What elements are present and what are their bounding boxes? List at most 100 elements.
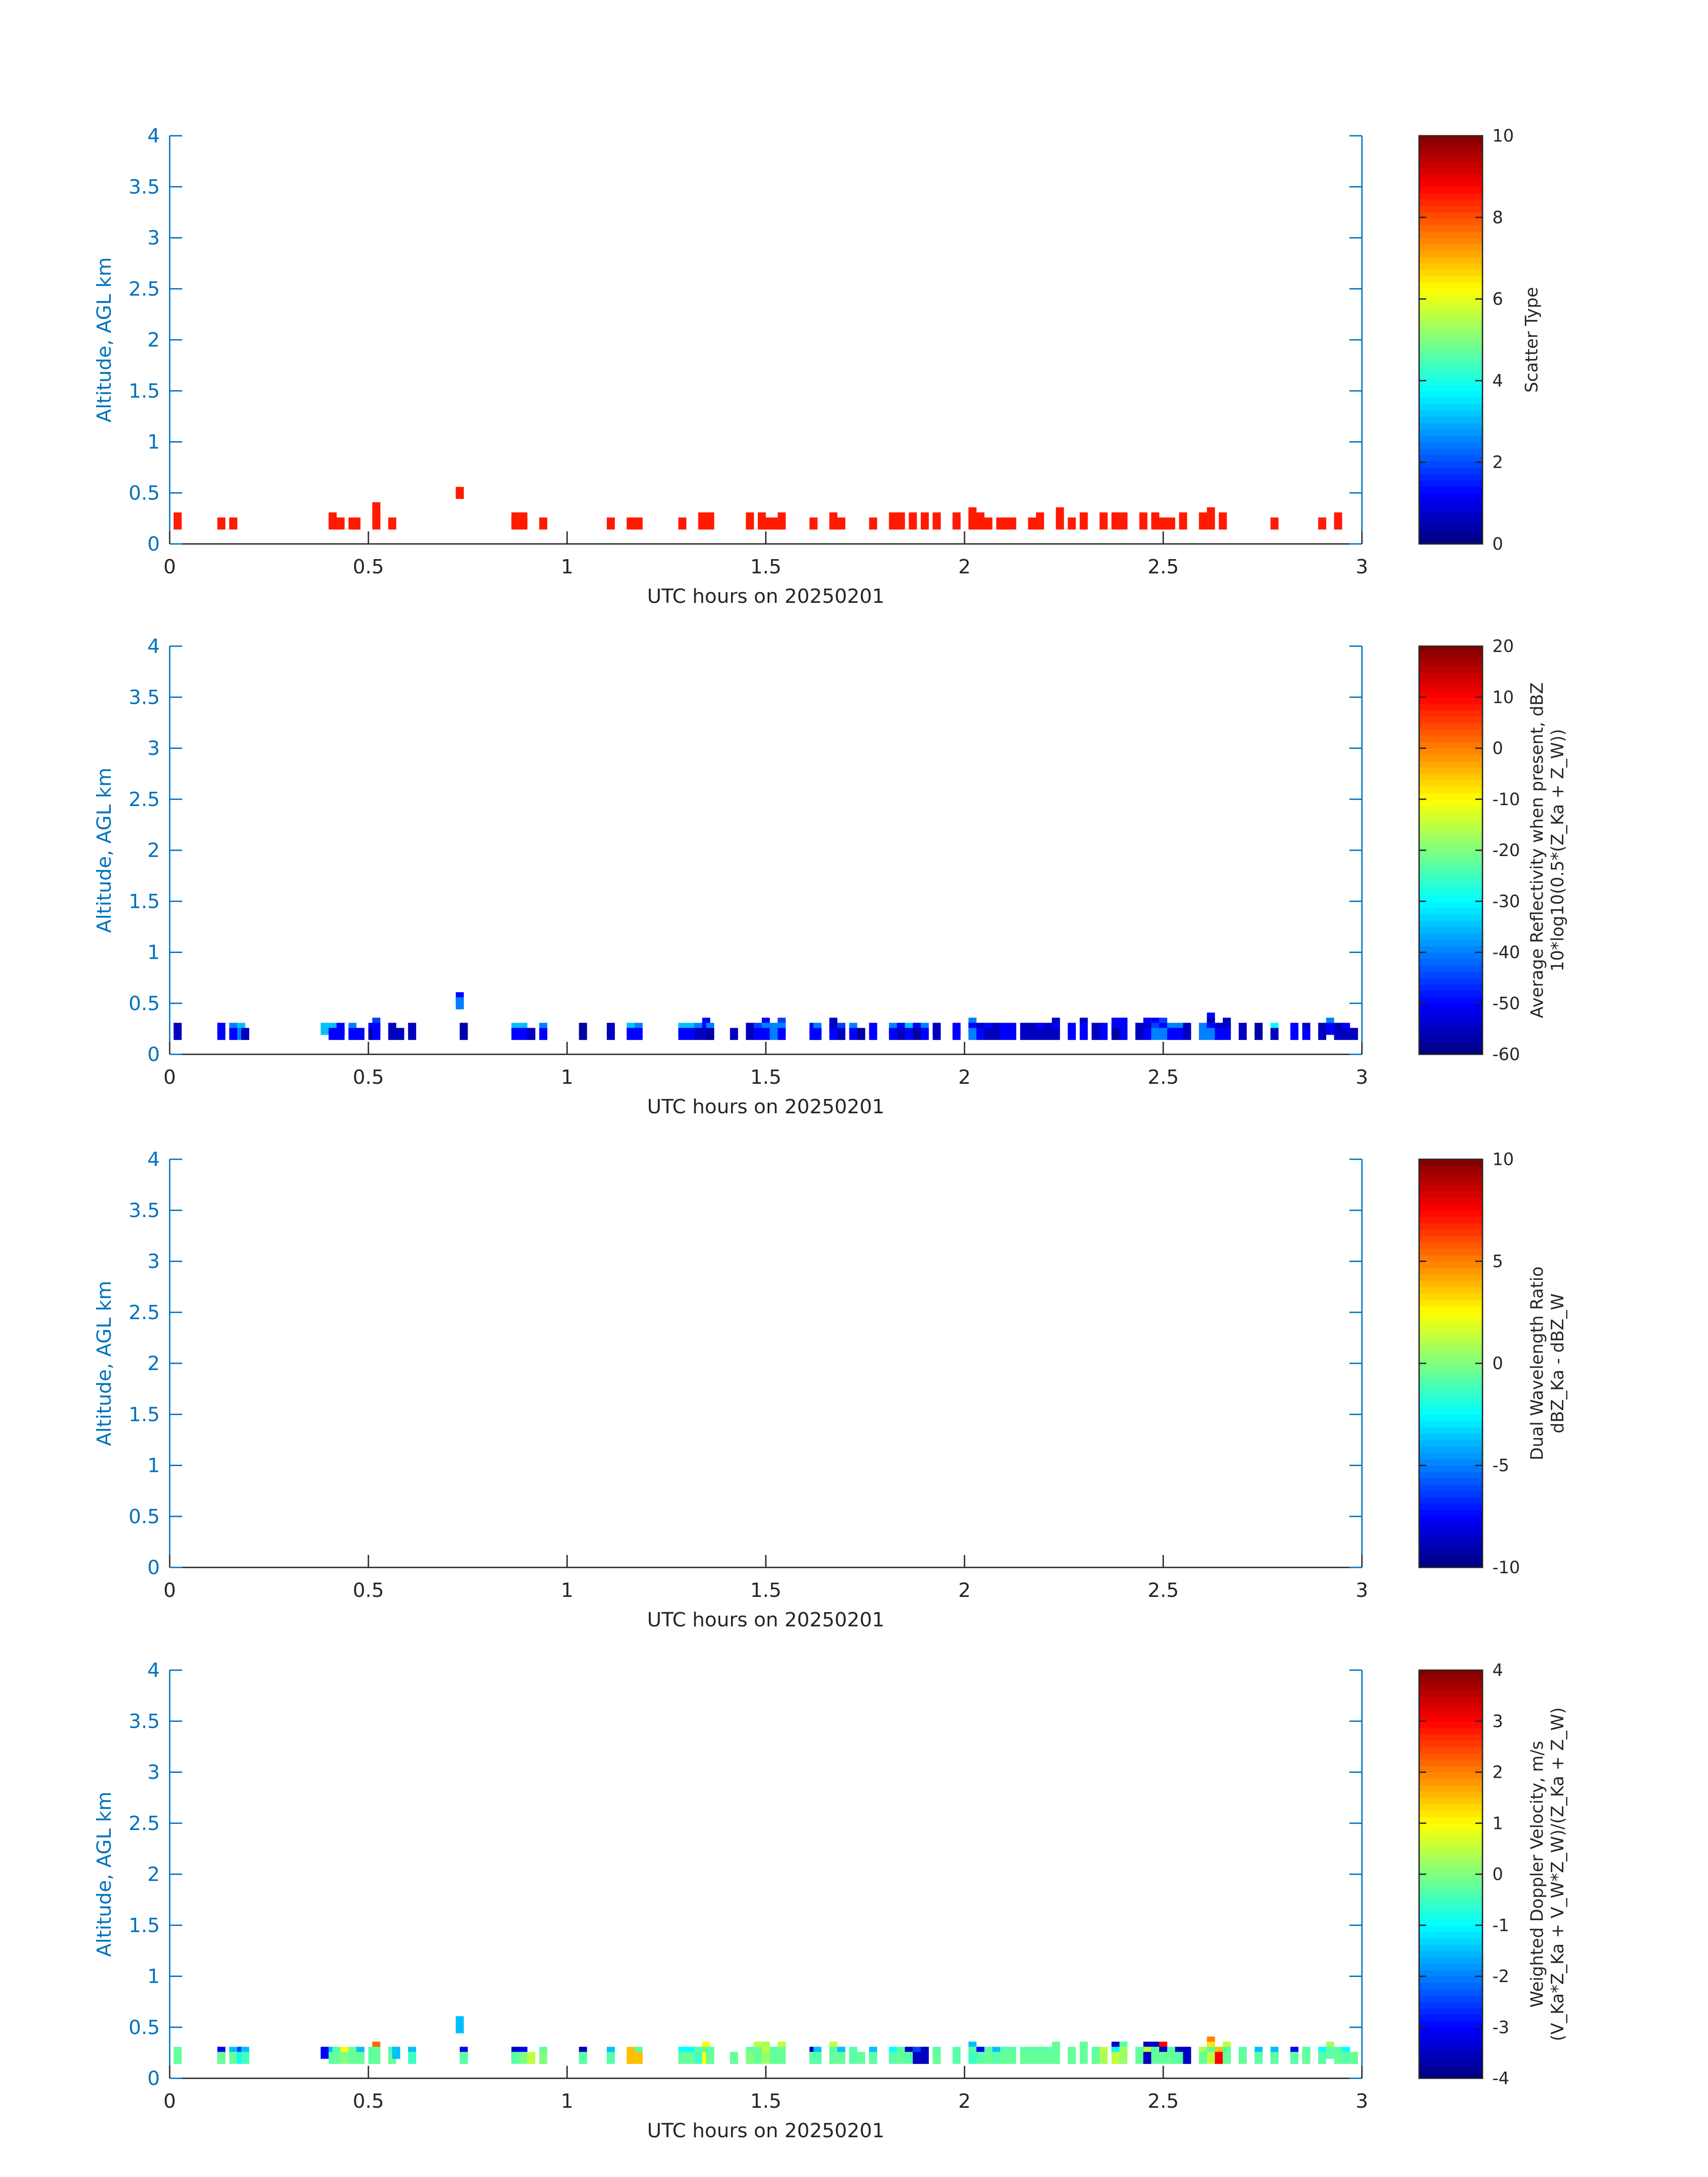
data-cell	[1008, 2052, 1016, 2064]
colorbar-step	[1419, 1497, 1482, 1504]
colorbar-step	[1419, 359, 1482, 366]
data-cell	[1080, 2052, 1088, 2064]
colorbar-step	[1419, 1248, 1482, 1255]
data-cell	[511, 517, 520, 530]
data-cell	[1239, 2052, 1247, 2064]
data-cell	[976, 517, 985, 530]
data-cell	[539, 1028, 547, 1040]
colorbar-step	[1419, 346, 1482, 353]
x-tick-label: 0.5	[353, 1579, 384, 1602]
data-cell	[730, 1028, 738, 1040]
data-cell	[356, 1028, 365, 1040]
y-tick-label: 1	[147, 1965, 160, 1988]
colorbar-step	[1419, 748, 1482, 755]
colorbar-step	[1419, 678, 1482, 685]
colorbar-step	[1419, 403, 1482, 410]
y-tick-label: 2.5	[129, 278, 160, 301]
colorbar-step	[1419, 1433, 1482, 1440]
colorbar-step	[1419, 1785, 1482, 1792]
data-cell	[1318, 1028, 1326, 1040]
data-cell	[332, 2052, 341, 2064]
data-cell	[694, 1028, 702, 1040]
data-cell	[976, 2052, 985, 2064]
data-cell	[984, 517, 993, 530]
data-cell	[1326, 1023, 1334, 1035]
colorbar-step	[1419, 1255, 1482, 1262]
colorbar-step	[1419, 1548, 1482, 1555]
data-cell	[635, 1028, 643, 1040]
data-cell	[1151, 517, 1160, 530]
x-tick-label: 1	[561, 2090, 573, 2113]
x-tick-label: 2.5	[1148, 2090, 1179, 2113]
panel-4: 0 0.5 1 1.5 2 2.5 3 3.5 4 0 0.5 1 1.5 2 2.5 3 UTC hours …	[93, 1659, 1567, 2142]
data-cell	[869, 1028, 877, 1040]
x-tick-label: 1.5	[750, 2090, 781, 2113]
data-cell	[372, 2052, 380, 2064]
colorbar-tick-label: 8	[1492, 208, 1503, 227]
colorbar-step	[1419, 1791, 1482, 1798]
data-cell	[241, 2052, 250, 2064]
data-cell	[1143, 2052, 1152, 2064]
colorbar-step	[1419, 1041, 1482, 1049]
data-cell	[1099, 1028, 1108, 1040]
x-tick-label: 1	[561, 1066, 573, 1089]
data-cell	[579, 2052, 587, 2064]
y-tick-label: 0	[147, 2067, 160, 2090]
colorbar-step	[1419, 480, 1482, 487]
colorbar-step	[1419, 1319, 1482, 1325]
data-cell	[328, 517, 337, 530]
colorbar-step	[1419, 461, 1482, 468]
data-cell	[754, 2052, 762, 2064]
colorbar-step	[1419, 1331, 1482, 1338]
data-cell	[1215, 2052, 1223, 2064]
y-tick-label: 4	[147, 1659, 160, 1682]
y-tick-label: 0.5	[129, 1505, 160, 1528]
colorbar-step	[1419, 773, 1482, 781]
colorbar-step	[1419, 1887, 1482, 1894]
data-cell	[1207, 2052, 1215, 2064]
data-cell	[1302, 1028, 1311, 1040]
colorbar-step	[1419, 518, 1482, 525]
colorbar-tick-label: -5	[1492, 1456, 1509, 1475]
colorbar-step	[1419, 1203, 1482, 1211]
x-axis-label: UTC hours on 20250201	[647, 2119, 885, 2142]
colorbar-step	[1419, 2052, 1482, 2060]
data-cell	[408, 2052, 416, 2064]
colorbar-step	[1419, 1306, 1482, 1313]
data-cell	[1119, 1028, 1128, 1040]
colorbar-step	[1419, 442, 1482, 449]
data-cell	[1020, 1028, 1028, 1040]
colorbar-step	[1419, 1740, 1482, 1747]
y-tick-label: 0	[147, 1043, 160, 1066]
data-cell	[356, 2052, 365, 2064]
colorbar-step	[1419, 422, 1482, 430]
colorbar-step	[1419, 1529, 1482, 1536]
colorbar-step	[1419, 857, 1482, 864]
colorbar-step	[1419, 1804, 1482, 1811]
data-cell	[336, 517, 345, 530]
data-cell	[762, 1028, 770, 1040]
colorbar-step	[1419, 735, 1482, 742]
data-cell	[1111, 1028, 1120, 1040]
colorbar-step	[1419, 1491, 1482, 1498]
colorbar-step	[1419, 486, 1482, 493]
data-cell	[1151, 2052, 1160, 2064]
colorbar-step	[1419, 1395, 1482, 1402]
colorbar-step	[1419, 397, 1482, 404]
colorbar-tick-label: 10	[1492, 1149, 1514, 1169]
data-cell	[1199, 2052, 1207, 2064]
colorbar-step	[1419, 652, 1482, 660]
data-cell	[1167, 517, 1175, 530]
colorbar-step	[1419, 1287, 1482, 1294]
colorbar-step	[1419, 493, 1482, 500]
data-cell	[340, 2052, 349, 2064]
data-cell	[849, 2052, 857, 2064]
data-cell	[777, 1028, 786, 1040]
data-cell	[511, 2052, 520, 2064]
data-cell	[1151, 1028, 1160, 1040]
data-cells	[173, 487, 1342, 530]
colorbar-step	[1419, 710, 1482, 717]
data-cell	[1068, 517, 1076, 530]
colorbar-step	[1419, 837, 1482, 844]
x-tick-label: 2	[958, 1066, 971, 1089]
